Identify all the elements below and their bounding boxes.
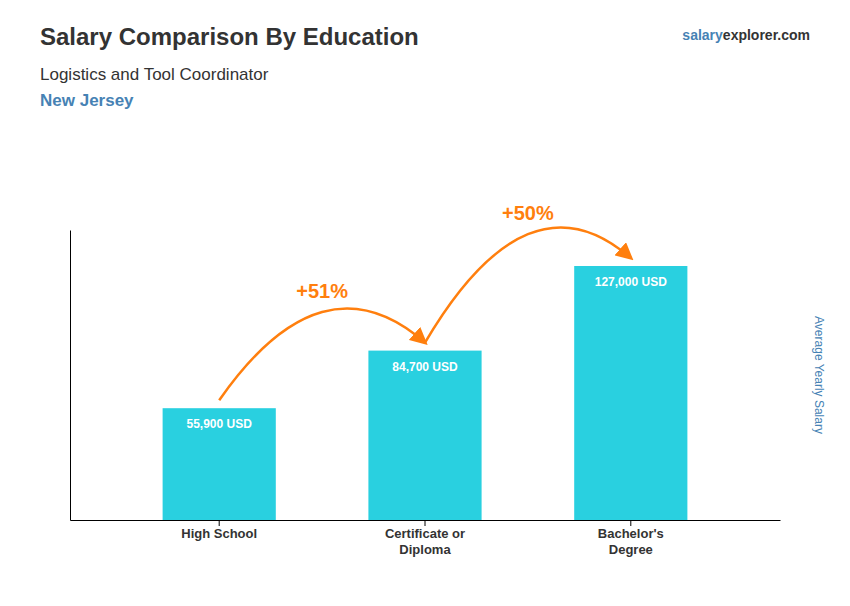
y-axis <box>70 231 71 521</box>
bar <box>574 266 687 520</box>
data-labels: 55,900 USD 84,700 USD 127,000 USD <box>187 275 668 431</box>
x-tick-mark <box>425 520 426 526</box>
x-tick: High School <box>181 520 257 541</box>
watermark-part: explorer.com <box>723 27 810 43</box>
y-axis-title: Average Yearly Salary <box>812 316 826 434</box>
title: Salary Comparison By Education <box>40 23 419 50</box>
y-axis-line <box>70 231 71 521</box>
change-label: +50% <box>502 202 554 224</box>
location: New Jersey <box>40 91 134 110</box>
x-tick: Certificate orDiploma <box>385 520 465 557</box>
arrow <box>425 227 631 342</box>
watermark: salaryexplorer.com <box>682 27 810 43</box>
chart: Salary Comparison By Education Logistics … <box>0 0 850 606</box>
x-tick-label: Bachelor'sDegree <box>598 526 664 557</box>
bar <box>368 351 481 520</box>
data-label: 127,000 USD <box>595 275 667 289</box>
x-tick-label-line: Degree <box>609 542 653 557</box>
subtitle: Logistics and Tool Coordinator <box>40 65 269 84</box>
bar <box>163 408 276 520</box>
x-tick: Bachelor'sDegree <box>598 520 664 557</box>
annotations: +51% +50% <box>219 202 631 400</box>
bars <box>163 266 688 520</box>
x-axis: High School Certificate orDiploma Bachelor… <box>71 520 781 557</box>
x-tick-label-line: Bachelor's <box>598 526 664 541</box>
watermark-part: salary <box>682 27 723 43</box>
x-tick-label: High School <box>181 526 257 541</box>
data-label: 84,700 USD <box>392 360 458 374</box>
data-label: 55,900 USD <box>187 417 253 431</box>
x-tick-label: Certificate orDiploma <box>385 526 465 557</box>
x-tick-label-line: Certificate or <box>385 526 465 541</box>
x-tick-label-line: Diploma <box>399 542 451 557</box>
x-tick-label-line: High School <box>181 526 257 541</box>
x-tick-mark <box>219 520 220 526</box>
arrow <box>219 309 425 401</box>
x-tick-mark <box>630 520 631 526</box>
change-label: +51% <box>296 280 348 302</box>
